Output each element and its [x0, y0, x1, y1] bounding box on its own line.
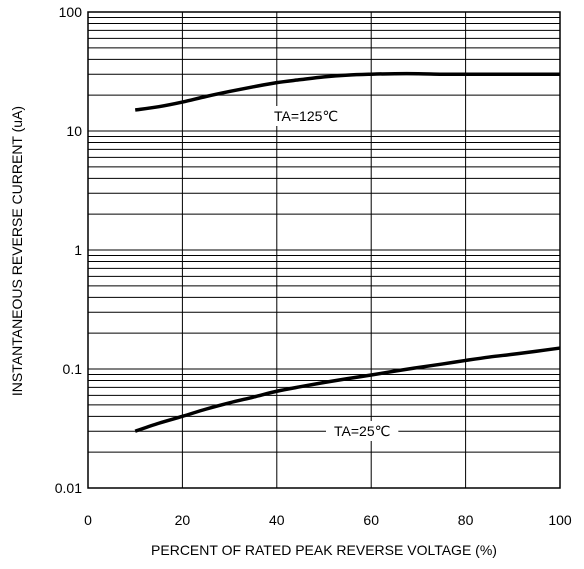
annotation-background [326, 421, 399, 441]
series-line-1 [134, 346, 561, 433]
annotation-ta-125: TA=125℃ [274, 108, 338, 124]
x-tick-label: 100 [548, 512, 572, 528]
y-axis-title: INSTANTANEOUS REVERSE CURRENT (uA) [9, 106, 25, 396]
y-tick-label: 100 [59, 4, 83, 20]
x-tick-label: 60 [363, 512, 379, 528]
y-tick-label: 0.01 [55, 480, 82, 496]
annotation-background [266, 106, 347, 126]
y-tick-label: 0.1 [63, 361, 83, 377]
y-tick-label: 10 [66, 123, 82, 139]
x-tick-label: 40 [269, 512, 285, 528]
y-tick-label: 1 [74, 242, 82, 258]
grid [87, 11, 561, 489]
x-tick-label: 20 [175, 512, 191, 528]
x-tick-labels: 0 20 40 60 80 100 [84, 512, 572, 528]
x-tick-label: 0 [84, 512, 92, 528]
y-tick-labels: 0.01 0.1 1 10 100 [55, 4, 82, 496]
series-line-0 [134, 71, 560, 112]
annotation-ta-25: TA=25℃ [334, 423, 390, 439]
x-tick-label: 80 [458, 512, 474, 528]
plot-frame [87, 11, 561, 489]
series-layer [134, 71, 561, 433]
x-axis-title: PERCENT OF RATED PEAK REVERSE VOLTAGE (%… [151, 542, 497, 558]
